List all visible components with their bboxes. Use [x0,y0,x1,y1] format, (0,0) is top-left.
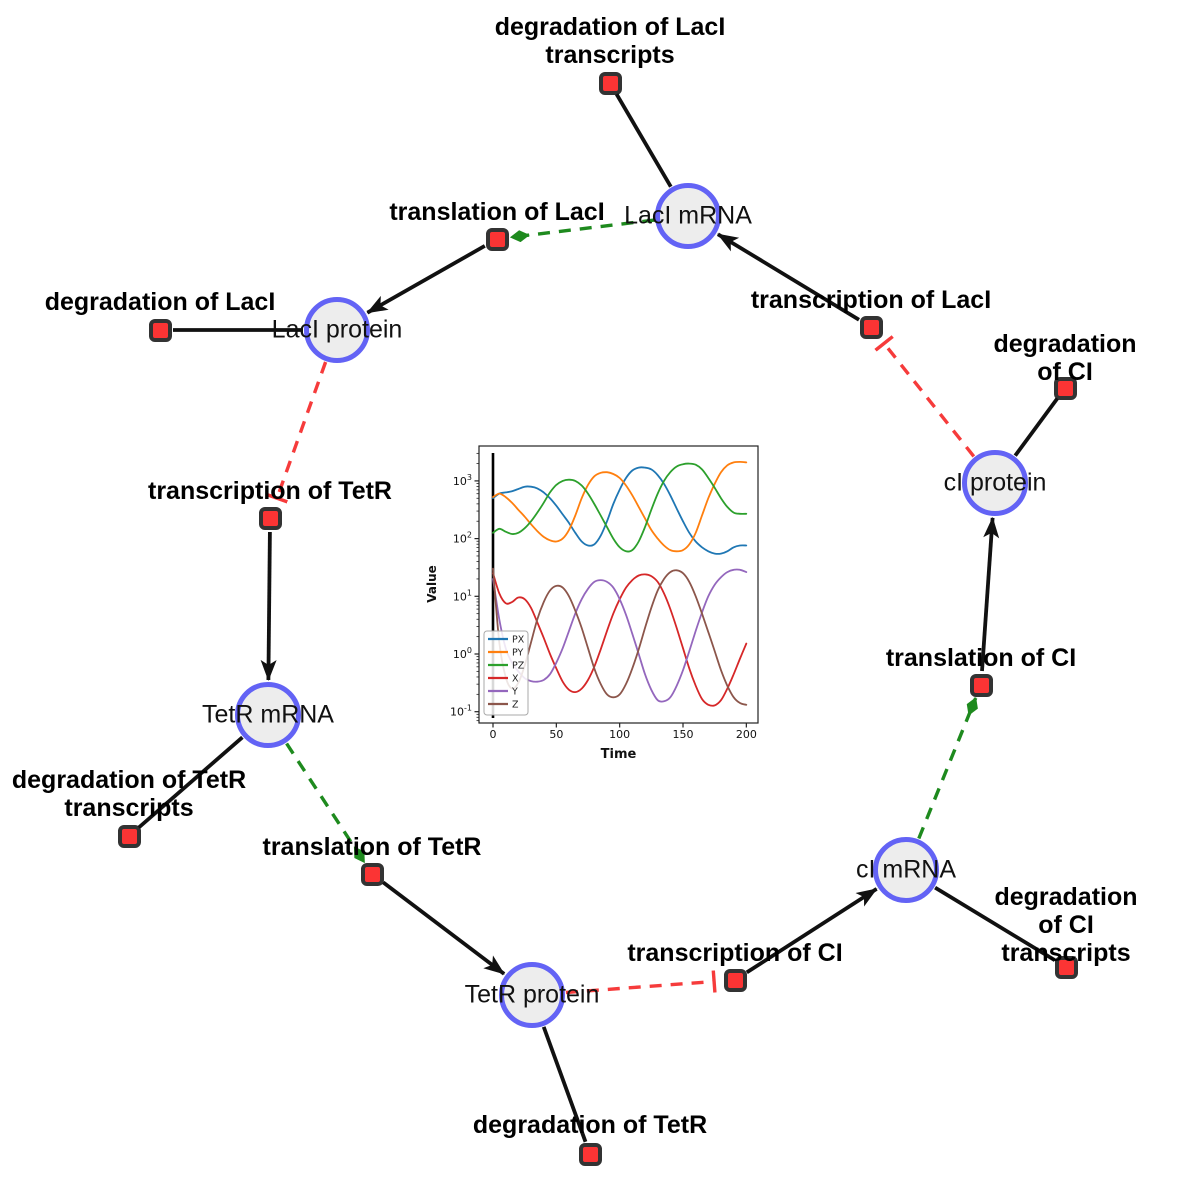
species-node-tetr-protein[interactable] [499,962,565,1028]
y-tick-label: 10-1 [450,704,472,719]
legend-label-Z: Z [512,700,519,711]
x-tick-label: 50 [549,728,563,741]
y-tick-label: 103 [453,473,472,488]
x-tick-label: 0 [490,728,497,741]
reaction-node-transcription-laci[interactable] [859,315,883,339]
x-tick-label: 150 [673,728,694,741]
series-PY-line [492,461,748,553]
chart-legend: PX PY PZ XYZ [483,630,529,716]
reaction-node-translation-tetr[interactable] [360,862,384,886]
reaction-node-deg-laci-transcripts[interactable] [598,71,622,95]
series-Z-line [492,567,748,706]
legend-label-PZ: PZ [512,661,525,672]
species-node-ci-protein[interactable] [962,450,1028,516]
species-node-laci-protein[interactable] [304,297,370,363]
reaction-node-deg-tetr-transcripts[interactable] [117,824,141,848]
reaction-node-transcription-ci[interactable] [723,968,747,992]
series-PX-line [492,466,748,555]
series-Y-line [492,568,748,703]
y-tick-label: 101 [453,588,472,603]
chart-x-axis-label: Time [601,747,637,762]
reaction-node-deg-laci[interactable] [148,318,172,342]
reaction-node-transcription-tetr[interactable] [258,506,282,530]
legend-label-PX: PX [512,635,525,646]
species-node-laci-mrna[interactable] [655,183,721,249]
reaction-node-deg-tetr[interactable] [578,1142,602,1166]
legend-label-PY: PY [512,648,524,659]
x-tick-label: 200 [736,728,757,741]
reaction-node-translation-ci[interactable] [969,673,993,697]
y-tick-label: 100 [453,646,472,661]
legend-label-X: X [512,674,519,685]
reaction-node-translation-laci[interactable] [485,227,509,251]
timeseries-inset-chart: 0 50 100 150 20010-1100101102103TimeValuePXP… [425,445,759,762]
reaction-node-deg-ci-transcripts[interactable] [1054,955,1078,979]
chart-y-axis-label: Value [425,565,439,603]
series-PZ-line [492,462,748,553]
legend-label-Y: Y [511,687,518,698]
y-tick-label: 102 [453,531,472,546]
species-node-tetr-mrna[interactable] [235,682,301,748]
species-node-ci-mrna[interactable] [873,837,939,903]
x-tick-label: 100 [609,728,630,741]
reaction-node-deg-ci[interactable] [1053,376,1077,400]
